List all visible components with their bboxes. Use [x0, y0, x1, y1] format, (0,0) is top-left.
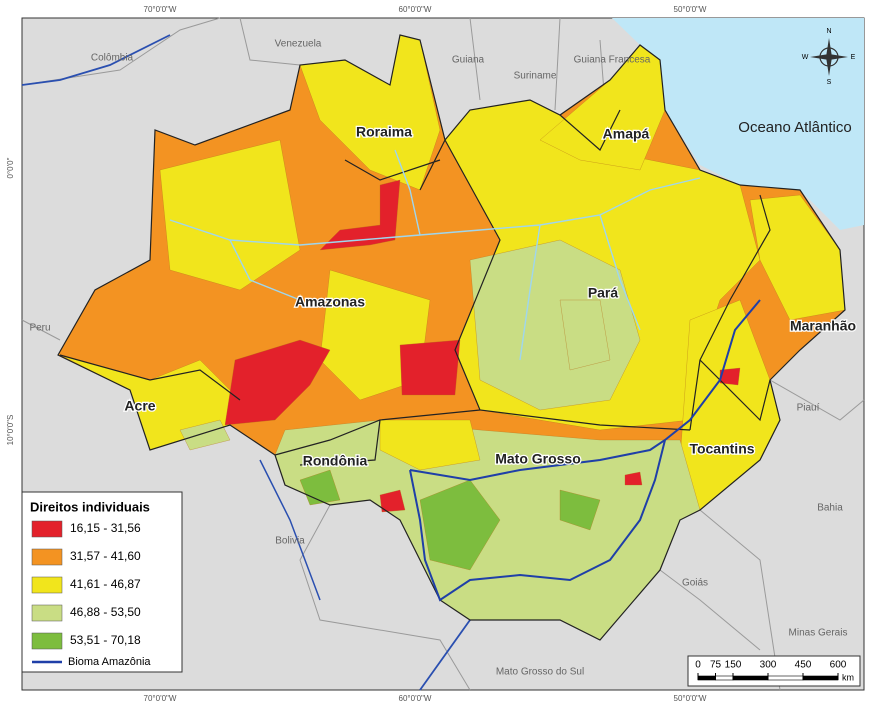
legend-label: 46,88 - 53,50: [70, 605, 141, 619]
state-label-outside: Goiás: [682, 578, 708, 589]
scale-label: 600: [830, 660, 847, 671]
scale-unit: km: [842, 672, 854, 682]
legend: Direitos individuais 16,15 - 31,56 31,57 …: [21, 491, 183, 673]
country-label: Peru: [29, 323, 50, 334]
compass-letter: W: [802, 54, 809, 61]
legend-swatch: [31, 604, 63, 622]
scale-segment: [767, 675, 804, 681]
graticule-label: 60°0'0"W: [399, 5, 432, 14]
scale-segment: [732, 675, 769, 681]
state-label-outside: Mato Grosso do Sul: [496, 667, 584, 678]
graticule-label: 10°0'0"S: [6, 415, 15, 446]
state-borders: [57, 34, 846, 641]
graticule-label: 70°0'0"W: [144, 5, 177, 14]
state-label: Acre: [124, 398, 155, 414]
legend-swatch: [31, 576, 63, 594]
graticule-labels: 70°0'0"W 60°0'0"W 50°0'0"W 70°0'0"W 60°0…: [6, 5, 707, 703]
country-borders: [21, 17, 865, 691]
legend-swatch: [31, 520, 63, 538]
graticule-label: 50°0'0"W: [674, 694, 707, 703]
state-label-outside: Minas Gerais: [789, 628, 848, 639]
state-label-outside: Piauí: [797, 403, 820, 414]
scale-segment: [697, 675, 716, 681]
legend-label: 53,51 - 70,18: [70, 633, 141, 647]
scale-label: 75: [710, 660, 722, 671]
compass-letter: E: [851, 54, 856, 61]
place-labels: Colômbia Venezuela Guiana Suriname Guian…: [29, 39, 857, 678]
country-label: Colômbia: [91, 53, 134, 64]
state-label-outside: Bahia: [817, 503, 843, 514]
state-label: Amapá: [603, 126, 650, 142]
graticule-label: 60°0'0"W: [399, 694, 432, 703]
scale-label: 300: [760, 660, 777, 671]
ocean-label: Oceano Atlântico: [738, 119, 851, 136]
scale-box: [687, 655, 861, 687]
country-label: Suriname: [514, 71, 557, 82]
compass-letter: S: [827, 79, 832, 86]
graticule-label: 50°0'0"W: [674, 5, 707, 14]
state-label: Maranhão: [790, 318, 856, 334]
scale-segment: [715, 675, 734, 681]
rivers: [169, 149, 761, 602]
country-label: Venezuela: [275, 39, 322, 50]
legend-label: 31,57 - 41,60: [70, 549, 141, 563]
graticule-label: 70°0'0"W: [144, 694, 177, 703]
regions: [57, 34, 846, 641]
ocean: [600, 18, 864, 230]
country-label: Bolivia: [275, 536, 305, 547]
compass: N E S W: [802, 28, 856, 86]
state-label: Tocantins: [689, 441, 754, 457]
scale-label: 150: [725, 660, 742, 671]
state-label: Amazonas: [295, 294, 365, 310]
graticule-label: 0°0'0": [6, 157, 15, 178]
legend-swatch: [31, 632, 63, 650]
state-label: Rondônia: [303, 453, 368, 469]
compass-letter: N: [826, 28, 831, 35]
scale-label: 450: [795, 660, 812, 671]
legend-label: 16,15 - 31,56: [70, 521, 141, 535]
legend-label: Bioma Amazônia: [68, 656, 151, 668]
scale-segment: [802, 675, 839, 681]
country-label: Guiana Francesa: [574, 55, 651, 66]
country-label: Guiana: [452, 55, 485, 66]
state-label: Roraima: [356, 124, 412, 140]
legend-title: Direitos individuais: [30, 499, 150, 514]
scale-label: 0: [695, 660, 701, 671]
state-label: Mato Grosso: [495, 451, 581, 467]
state-label: Pará: [588, 285, 619, 301]
legend-label: 41,61 - 46,87: [70, 577, 141, 591]
legend-swatch: [31, 548, 63, 566]
